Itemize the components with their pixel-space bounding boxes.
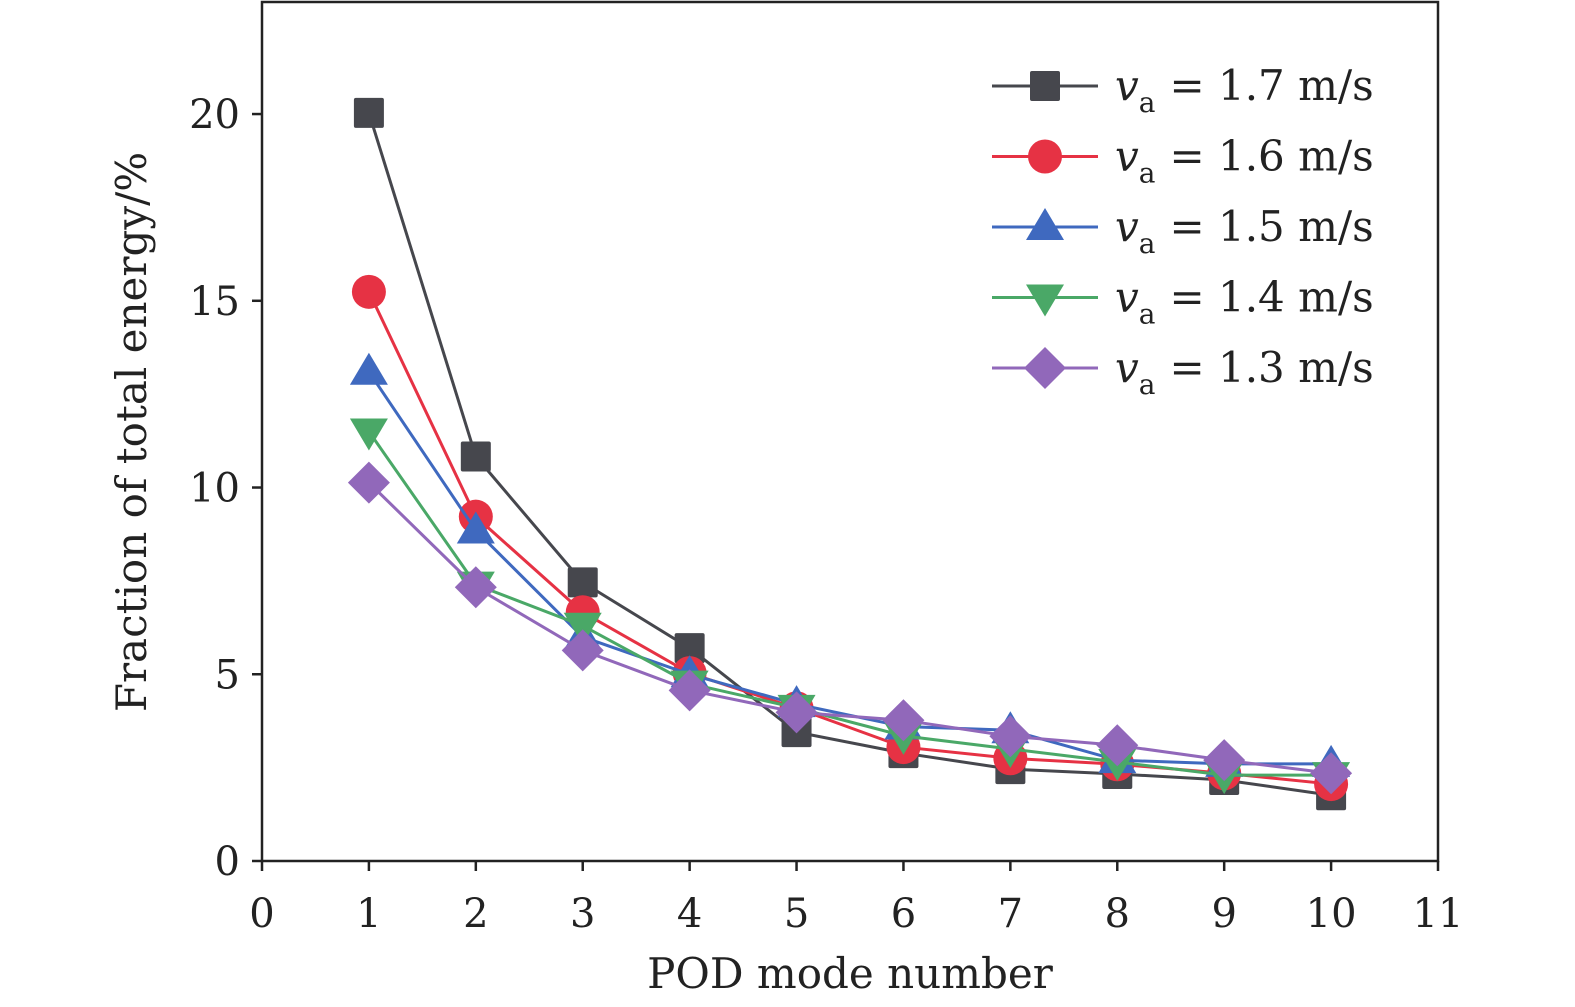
triangle-down-marker [1026,284,1064,317]
triangle-up-marker [349,352,388,385]
x-tick-label: 5 [784,891,809,937]
legend-value: = 1.4 m/s [1169,273,1373,322]
diamond-marker [454,566,497,609]
x-tick-label: 3 [570,891,595,937]
square-marker [674,633,705,664]
square-marker [567,567,598,598]
square-marker [460,441,491,472]
diamond-marker [1203,739,1246,782]
y-tick-label: 20 [189,92,240,138]
legend-subscript: a [1139,368,1156,401]
legend-entry: va = 1.6 m/s [992,132,1374,190]
legend-entry: va = 1.5 m/s [992,202,1374,260]
diamond-marker [561,629,604,672]
x-tick-label: 2 [463,891,488,937]
legend-symbol: v [1115,61,1139,110]
legend-label: va = 1.4 m/s [1115,273,1374,331]
plot-frame [260,0,1440,863]
series-line [367,481,1332,775]
legend-label: va = 1.5 m/s [1115,202,1374,260]
x-tick-label: 9 [1211,891,1236,937]
diamond-marker [1310,752,1353,795]
x-tick-label: 10 [1306,891,1357,937]
y-tick-label: 5 [215,652,240,698]
series-line [367,112,1332,797]
legend-label: va = 1.7 m/s [1115,61,1374,119]
square-marker [353,97,384,128]
legend-subscript: a [1139,86,1156,119]
series-2 [349,352,1351,777]
x-tick-label: 11 [1413,891,1464,937]
legend: va = 1.7 m/sva = 1.6 m/sva = 1.5 m/sva = 1.4… [992,61,1374,401]
circle-marker [351,274,386,309]
triangle-up-marker [456,511,495,544]
y-tick-label: 10 [189,466,240,512]
diamond-marker [1096,724,1139,767]
legend-subscript: a [1139,298,1156,331]
diamond-marker [989,715,1032,758]
triangle-down-marker [563,612,602,645]
legend-symbol: v [1115,273,1139,322]
legend-label: va = 1.6 m/s [1115,132,1374,190]
y-tick-label: 15 [189,279,240,325]
x-tick-label: 0 [249,891,274,937]
diamond-marker [775,691,818,734]
x-tick-label: 1 [356,891,381,937]
legend-symbol: v [1115,202,1139,251]
series-line [367,370,1332,766]
y-tick-label: 0 [215,839,240,885]
square-marker [1030,71,1060,101]
diamond-marker [882,699,925,742]
series-group [347,97,1353,811]
y-axis-label: Fraction of total energy/% [107,152,156,712]
legend-value: = 1.6 m/s [1169,132,1373,181]
circle-marker [1028,139,1062,174]
legend-entry: va = 1.3 m/s [992,343,1374,401]
legend-symbol: v [1115,132,1139,181]
legend-value: = 1.7 m/s [1169,61,1373,110]
series-3 [349,418,1351,795]
legend-subscript: a [1139,227,1156,260]
legend-label: va = 1.3 m/s [1115,343,1374,401]
series-4 [347,461,1353,795]
x-tick-label: 6 [891,891,916,937]
diamond-marker [668,669,711,712]
diamond-marker [1024,347,1066,389]
x-tick-label: 8 [1105,891,1130,937]
x-axis-label: POD mode number [647,949,1054,998]
triangle-down-marker [349,418,388,451]
axes: 0 1 2 3 4 5 6 7 8 9 10 11 0 5 10 15 20 [189,0,1464,937]
legend-entry: va = 1.7 m/s [992,61,1374,119]
x-tick-label: 7 [998,891,1023,937]
legend-value: = 1.3 m/s [1169,343,1373,392]
legend-symbol: v [1115,343,1139,392]
legend-value: = 1.5 m/s [1169,202,1373,251]
diamond-marker [347,461,390,504]
x-tick-label: 4 [677,891,702,937]
legend-entry: va = 1.4 m/s [992,273,1374,331]
series-line [367,430,1332,777]
triangle-up-marker [1026,208,1064,240]
legend-subscript: a [1139,157,1156,190]
